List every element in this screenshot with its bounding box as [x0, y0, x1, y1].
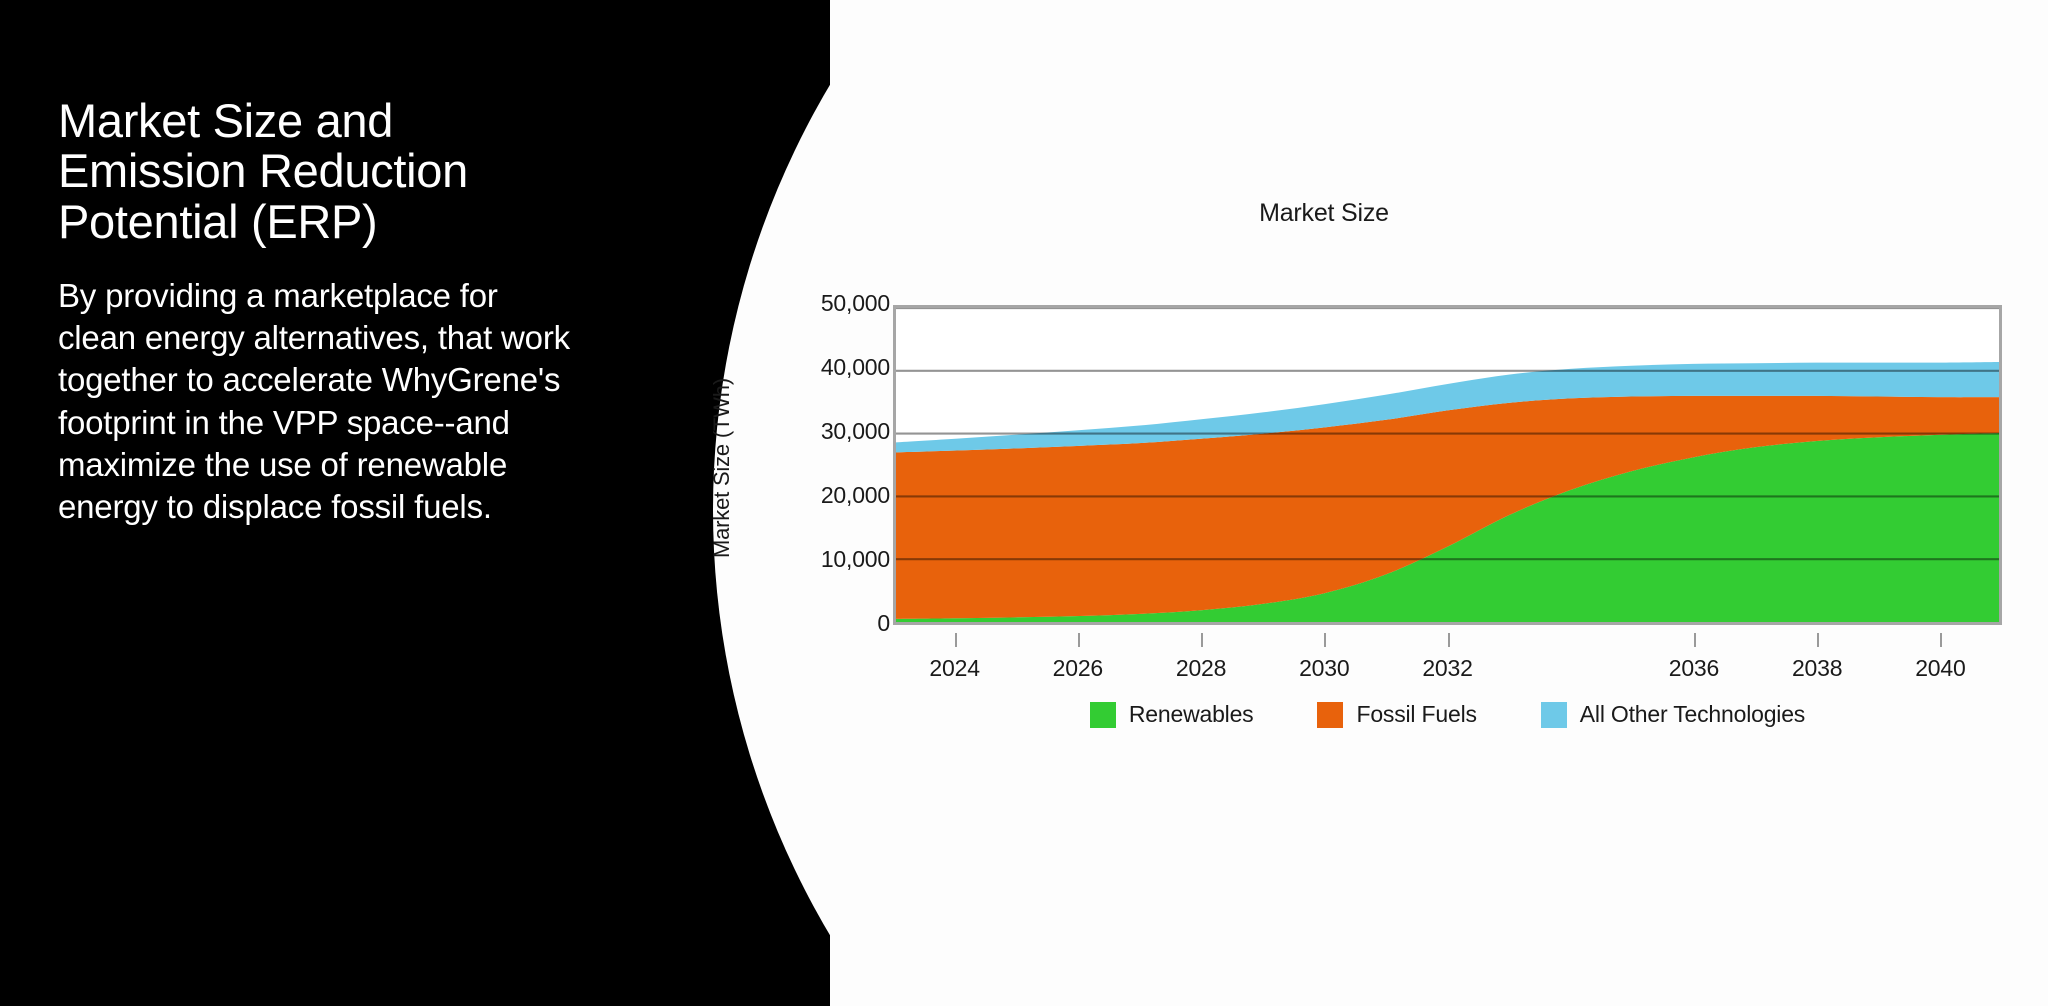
legend-swatch-icon	[1089, 701, 1116, 728]
stacked-area-svg	[896, 308, 1999, 622]
legend-label: Renewables	[1128, 701, 1254, 727]
legend-item-renewables[interactable]: Renewables	[1089, 701, 1254, 728]
y-axis-title: Market Size (TWh)	[709, 378, 734, 558]
legend-label: Fossil Fuels	[1356, 701, 1477, 727]
x-axis-tick-mark	[1447, 633, 1450, 647]
legend-swatch-icon	[1540, 701, 1567, 728]
y-axis-tick-labels: 0 10,000 20,000 30,000 40,000 50,000	[750, 185, 890, 785]
left-black-panel	[0, 0, 830, 1006]
plot-area	[893, 305, 2002, 625]
x-axis-tick-mark	[1324, 633, 1327, 647]
chart-legend: Renewables Fossil Fuels All Other Technolo…	[893, 701, 2002, 728]
x-axis-tick-mark	[1817, 633, 1820, 647]
x-axis-tick: 2030	[1299, 655, 1350, 681]
x-axis-tick-mark	[1077, 633, 1080, 647]
x-axis-tick: 2026	[1052, 655, 1104, 681]
y-axis-tick: 30,000	[820, 418, 890, 444]
x-axis-tick-mark	[1201, 633, 1204, 647]
x-axis-tick-mark	[1940, 633, 1943, 647]
x-axis-tick: 2024	[929, 655, 980, 681]
x-axis-tick: 2040	[1915, 655, 1966, 681]
area-all-other-technologies	[896, 362, 1999, 453]
x-axis-tick-labels: 2024 2026 2028 2030 2032 2036 2038 2040	[893, 633, 2002, 693]
market-size-chart: Market Size Market Size (TWh) 0 10,000 20,…	[600, 185, 2048, 785]
body-paragraph: By providing a marketplace for clean ene…	[58, 276, 570, 526]
y-axis-tick: 0	[877, 610, 890, 636]
x-axis-tick: 2032	[1422, 655, 1473, 681]
legend-swatch-icon	[1317, 701, 1344, 728]
area-fossil-fuels	[896, 395, 1999, 619]
x-axis-tick-mark	[954, 633, 957, 647]
x-axis-tick-mark	[1693, 633, 1696, 647]
x-axis-tick: 2036	[1668, 655, 1720, 681]
legend-label: All Other Technologies	[1579, 701, 1806, 727]
x-axis-tick: 2028	[1175, 655, 1227, 681]
left-text-block: Market Size and Emission Reduction Poten…	[58, 94, 578, 528]
y-axis-tick: 10,000	[820, 546, 890, 572]
legend-item-fossil-fuels[interactable]: Fossil Fuels	[1317, 701, 1477, 728]
y-axis-tick: 40,000	[820, 354, 890, 380]
x-axis-tick: 2038	[1791, 655, 1843, 681]
area-renewables	[896, 432, 1999, 622]
legend-item-all-other-technologies[interactable]: All Other Technologies	[1540, 701, 1806, 728]
y-axis-tick: 50,000	[820, 290, 890, 316]
page-title: Market Size and Emission Reduction Poten…	[58, 94, 468, 248]
chart-title: Market Size	[1259, 199, 1389, 227]
y-axis-tick: 20,000	[820, 482, 890, 508]
